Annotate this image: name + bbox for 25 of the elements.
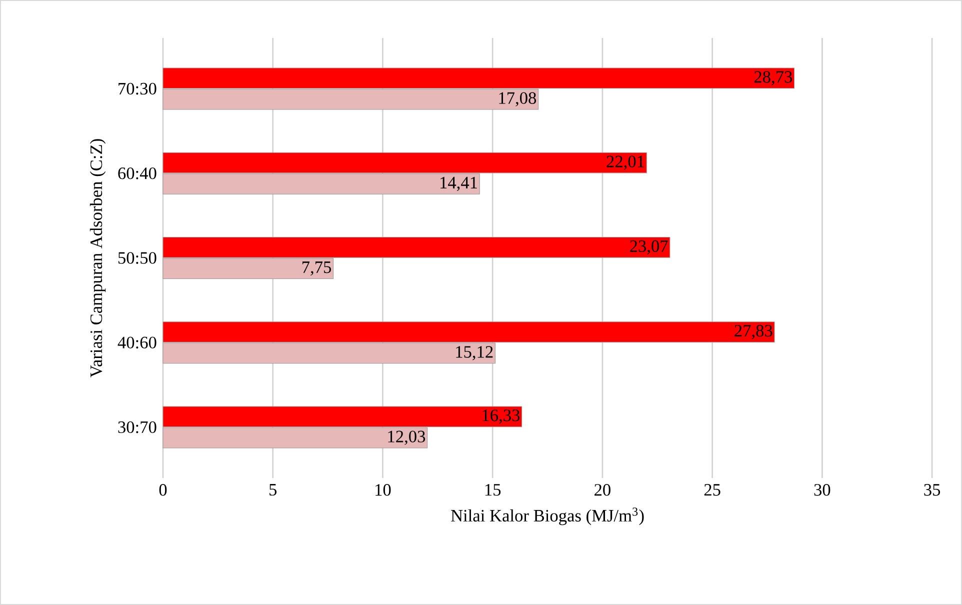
data-label: 23,07 bbox=[630, 240, 668, 255]
data-label: 27,83 bbox=[734, 324, 772, 340]
x-tick-label: 25 bbox=[704, 484, 720, 496]
x-tick-label: 15 bbox=[485, 484, 501, 496]
y-tick-label: 40:60 bbox=[118, 336, 156, 349]
y-tick-label: 30:70 bbox=[118, 421, 156, 434]
y-tick-label: 70:30 bbox=[118, 82, 156, 95]
data-label: 7,75 bbox=[302, 262, 331, 276]
data-label: 17,08 bbox=[499, 92, 536, 106]
y-tick-label: 50:50 bbox=[118, 252, 156, 264]
y-tick-label: 60:40 bbox=[118, 167, 156, 180]
data-label: 22,01 bbox=[606, 156, 644, 170]
data-label: 15,12 bbox=[456, 346, 493, 360]
x-tick-label: 0 bbox=[159, 484, 167, 496]
x-axis-title: Nilai Kalor Biogas (MJ/m$^{3}$) bbox=[451, 508, 644, 526]
x-tick-label: 20 bbox=[594, 484, 610, 496]
x-tick-label: 30 bbox=[814, 484, 830, 496]
data-label: 14,41 bbox=[440, 176, 477, 192]
data-label: 16,33 bbox=[482, 410, 520, 424]
x-tick-label: 5 bbox=[270, 484, 276, 496]
x-tick-label: 10 bbox=[376, 484, 391, 496]
x-tick-label: 35 bbox=[924, 484, 940, 496]
data-label: 28,73 bbox=[754, 71, 792, 86]
y-axis-title: Variasi Campuran Adsorben (C:Z) bbox=[90, 139, 106, 378]
data-label: 12,03 bbox=[388, 430, 426, 445]
